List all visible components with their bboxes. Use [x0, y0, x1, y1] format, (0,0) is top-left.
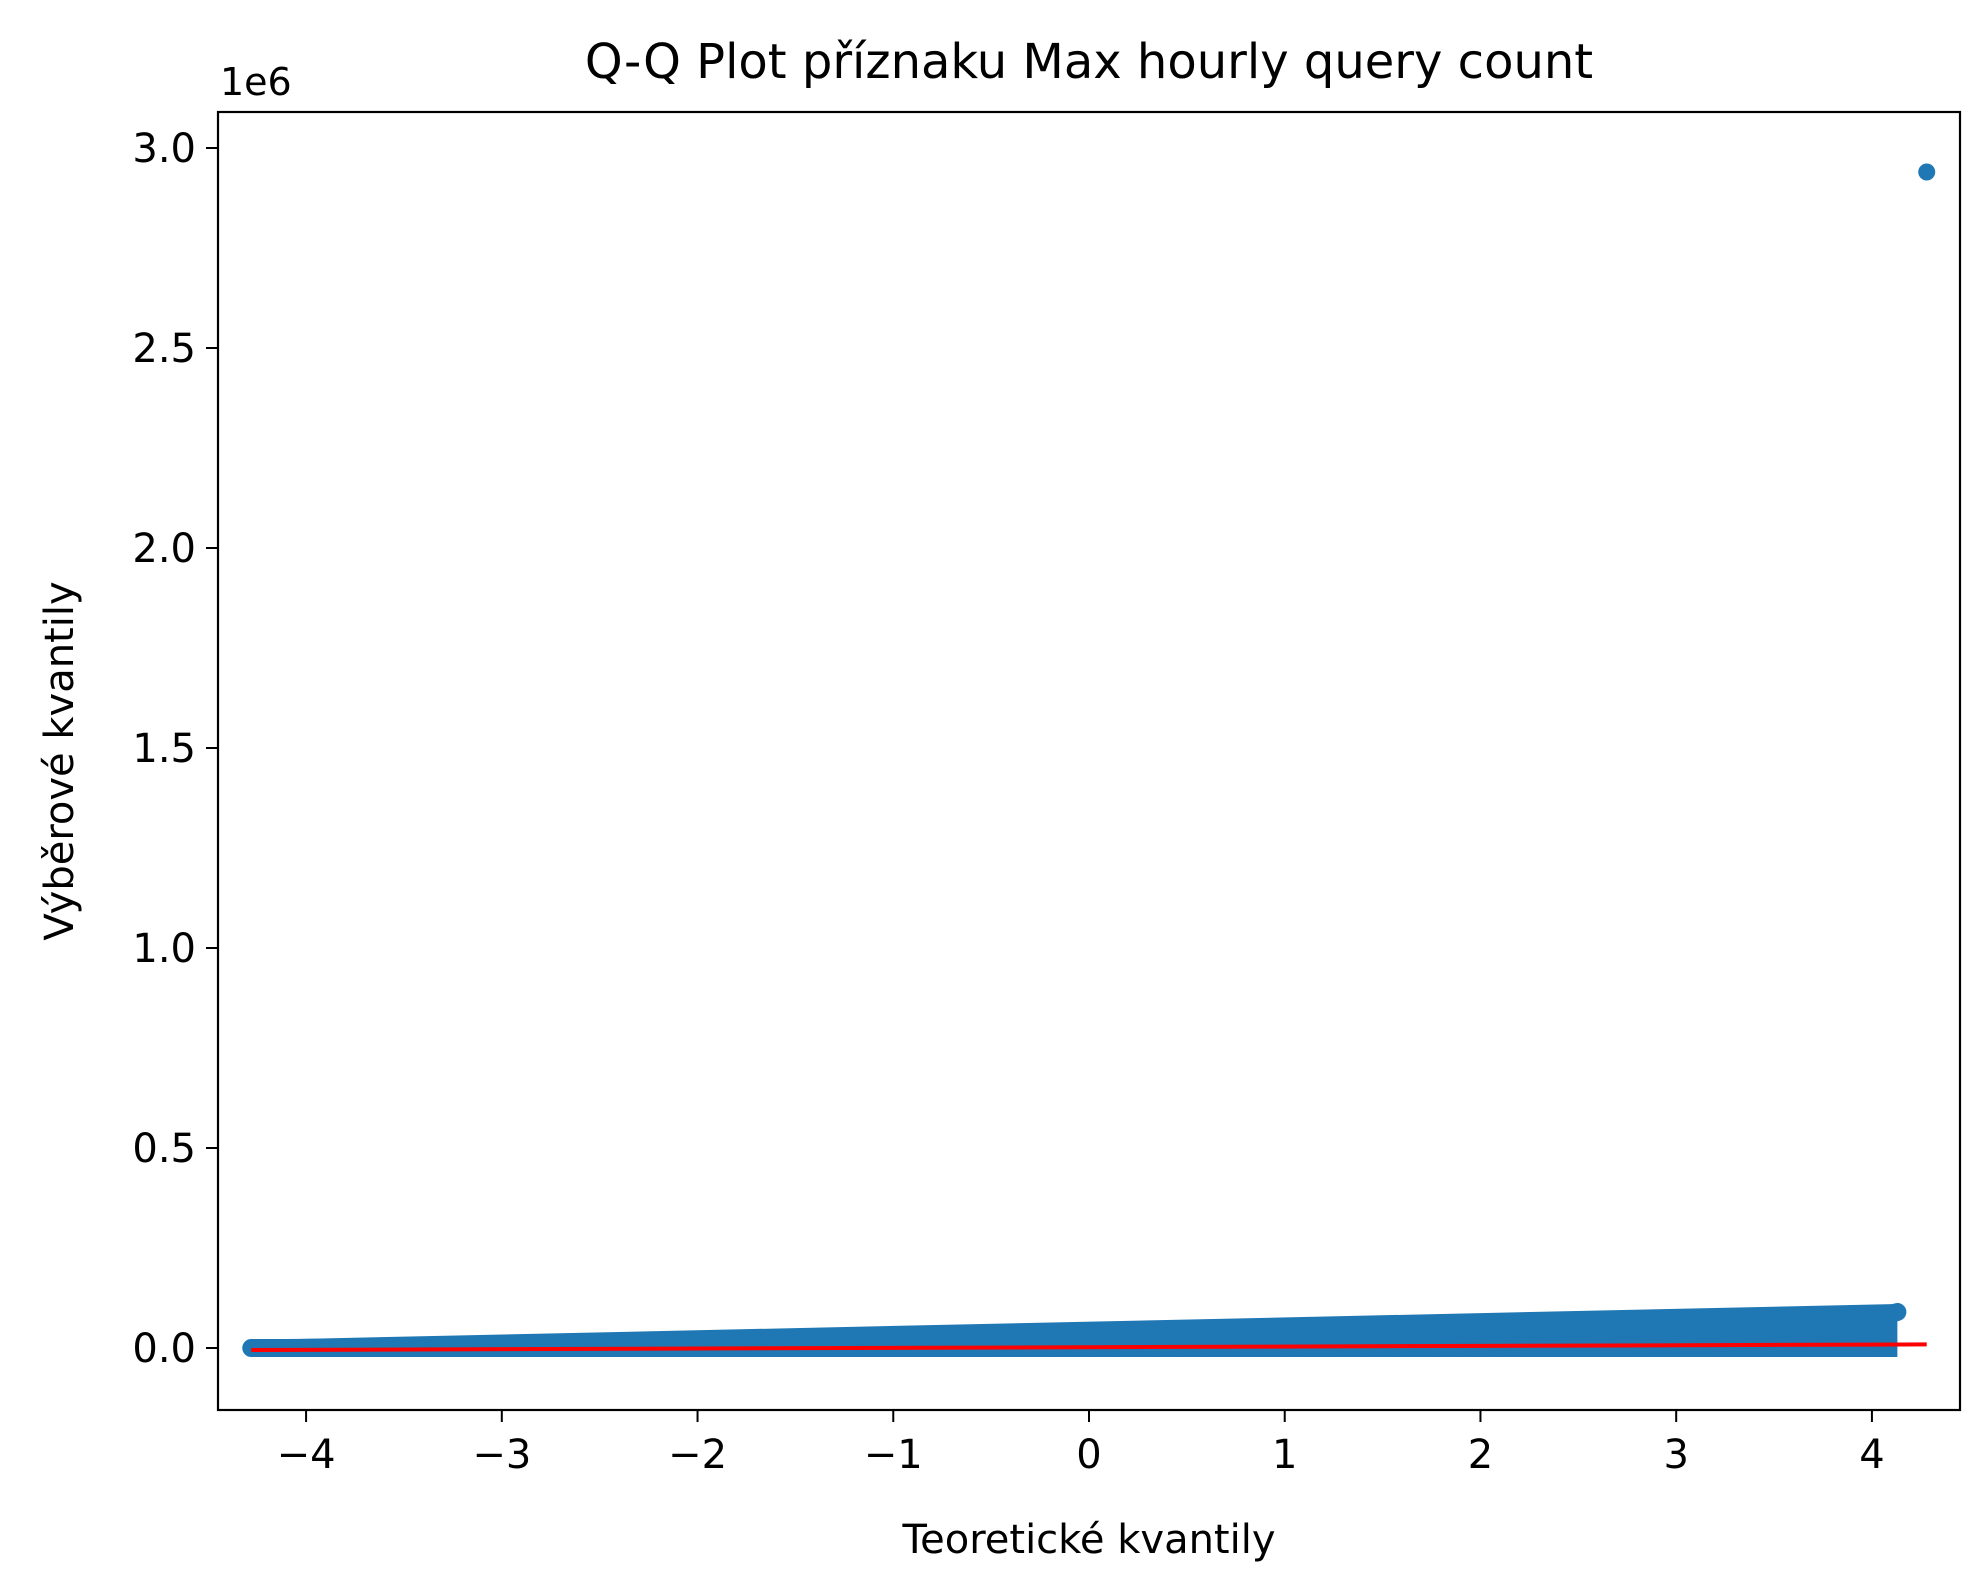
y-tick-label: 1.5 — [132, 726, 196, 772]
x-tick-label: 1 — [1272, 1432, 1297, 1478]
data-point — [328, 1339, 346, 1357]
y-axis-label: Výběrové kvantily — [37, 581, 83, 940]
data-layer — [242, 163, 1936, 1357]
x-tick-label: −4 — [277, 1432, 336, 1478]
data-point — [1918, 163, 1936, 181]
data-point — [1869, 1309, 1887, 1327]
data-point — [1888, 1303, 1906, 1321]
chart-title: Q-Q Plot příznaku Max hourly query count — [585, 34, 1593, 90]
data-point — [1853, 1313, 1871, 1331]
y-tick-label: 0.0 — [132, 1326, 196, 1372]
y-tick-label: 2.0 — [132, 526, 196, 572]
x-tick-label: 0 — [1076, 1432, 1101, 1478]
x-tick-label: −2 — [668, 1432, 727, 1478]
y-tick-label: 0.5 — [132, 1126, 196, 1172]
x-tick-label: 2 — [1468, 1432, 1493, 1478]
x-tick-label: 3 — [1663, 1432, 1688, 1478]
data-point — [1785, 1327, 1803, 1345]
x-tick-label: −1 — [864, 1432, 923, 1478]
data-point — [375, 1339, 393, 1357]
x-tick-label: 4 — [1859, 1432, 1884, 1478]
data-point — [346, 1339, 364, 1357]
reference-line — [251, 1342, 1927, 1352]
x-axis-label: Teoretické kvantily — [901, 1517, 1275, 1563]
data-point — [1765, 1329, 1783, 1347]
y-offset-text: 1e6 — [220, 60, 292, 104]
y-tick-label: 3.0 — [132, 126, 196, 172]
data-point — [1800, 1325, 1818, 1343]
data-point — [317, 1339, 335, 1357]
y-tick-label: 1.0 — [132, 926, 196, 972]
data-point — [305, 1339, 323, 1357]
tick-layer: −4 −3 −2 −1 0 1 2 3 4 0.0 0.5 1.0 1.5 2.0 2.5 3.0 — [132, 126, 1884, 1478]
x-tick-label: −3 — [472, 1432, 531, 1478]
data-point — [1706, 1334, 1724, 1352]
y-tick-label: 2.5 — [132, 326, 196, 372]
